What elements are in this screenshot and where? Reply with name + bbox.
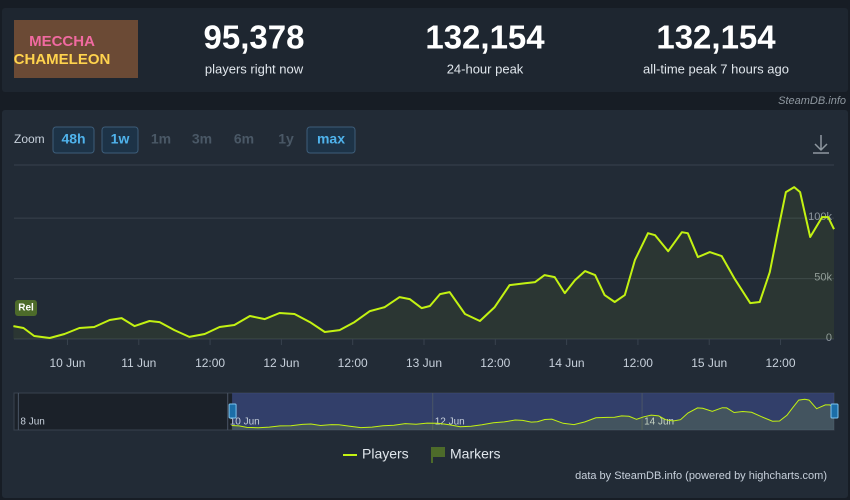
stat-label: 24-hour peak	[447, 61, 524, 76]
zoom-button-label[interactable]: 1m	[151, 131, 171, 147]
zoom-button-label[interactable]: 48h	[61, 131, 85, 147]
line	[13, 186, 835, 339]
x-tick-label: 12:00	[338, 356, 368, 370]
navigator-line	[231, 398, 835, 429]
header-panel	[2, 8, 848, 92]
navigator-selection[interactable]	[232, 393, 835, 430]
x-tick-label: 13 Jun	[406, 356, 442, 370]
zoom-button-label[interactable]: 6m	[234, 131, 254, 147]
x-tick-label: 14 Jun	[549, 356, 585, 370]
x-tick-label: 11 Jun	[121, 356, 156, 370]
x-tick-label: 12:00	[766, 356, 796, 370]
zoom-button[interactable]	[306, 126, 356, 154]
marker-flag[interactable]	[15, 300, 37, 316]
x-tick-label: 15 Jun	[691, 356, 727, 370]
x-tick-label: 10 Jun	[49, 356, 85, 370]
logo-text: MECCHA	[29, 33, 95, 50]
x-tick-label: 12:00	[195, 356, 225, 370]
x-tick-label: 12:00	[623, 356, 653, 370]
zoom-button[interactable]	[52, 126, 95, 154]
marker-label[interactable]: Rel	[18, 303, 34, 314]
zoom-button-label[interactable]: 1y	[278, 131, 294, 147]
y-tick-label: 0	[826, 332, 832, 344]
area	[13, 187, 834, 339]
stat-value: 132,154	[656, 19, 776, 56]
y-tick-label: 100k	[808, 211, 832, 223]
game-logo	[14, 20, 138, 78]
stat-value: 132,154	[425, 19, 545, 56]
zoom-button-label[interactable]: max	[317, 131, 345, 147]
navigator-area	[231, 399, 835, 430]
legend-symbol[interactable]	[431, 447, 445, 463]
navigator-label: 12 Jun	[435, 417, 465, 428]
navigator-label: 14 Jun	[644, 417, 674, 428]
stat-label: players right now	[205, 61, 304, 76]
legend-label[interactable]: Markers	[450, 446, 501, 462]
x-tick-label: 12:00	[480, 356, 510, 370]
stat-value: 95,378	[204, 19, 305, 56]
legend-label[interactable]: Players	[362, 446, 409, 462]
navigator-handle[interactable]	[228, 403, 237, 419]
navigator-handle[interactable]	[830, 403, 839, 419]
zoom-label: Zoom	[14, 132, 45, 146]
zoom-button-label[interactable]: 1w	[111, 131, 130, 147]
source: SteamDB.info	[778, 95, 846, 107]
zoom-button[interactable]	[101, 126, 139, 154]
y-tick-label: 50k	[814, 271, 832, 283]
navigator-label: 8 Jun	[20, 417, 44, 428]
credits[interactable]: data by SteamDB.info (powered by highcha…	[575, 470, 827, 482]
logo-text: CHAMELEON	[14, 51, 111, 68]
zoom-button-label[interactable]: 3m	[192, 131, 212, 147]
download-icon[interactable]	[813, 135, 829, 154]
stat-label: all-time peak 7 hours ago	[643, 61, 789, 76]
navigator-label: 10 Jun	[230, 417, 260, 428]
x-tick-label: 12 Jun	[263, 356, 299, 370]
